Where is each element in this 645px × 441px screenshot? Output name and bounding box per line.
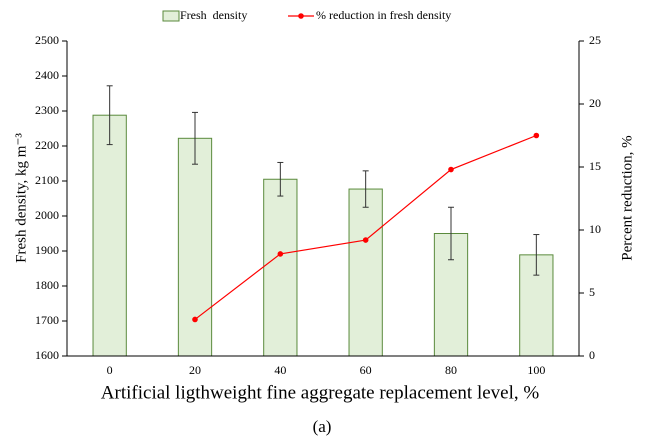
caption: (a) xyxy=(313,417,332,436)
line-marker xyxy=(277,251,284,257)
y-tick-label: 1900 xyxy=(35,243,59,257)
y2-axis-title: Percent reduction, % xyxy=(619,135,635,260)
bar xyxy=(177,137,213,357)
line-marker xyxy=(533,132,540,139)
legend-swatch xyxy=(162,10,180,22)
x-tick-label: 40 xyxy=(274,363,286,377)
x-tick-label: 60 xyxy=(360,363,372,377)
y-tick-label: 2100 xyxy=(35,173,59,187)
x-axis-title: Artificial ligthweight fine aggregate re… xyxy=(101,382,540,403)
y-tick-label: 2400 xyxy=(35,68,59,82)
y-tick-label: 1800 xyxy=(35,278,59,292)
bar xyxy=(263,178,298,357)
y2-tick-label: 10 xyxy=(589,222,601,236)
y2-tick-label: 5 xyxy=(589,285,595,299)
y2-tick-label: 0 xyxy=(589,348,595,362)
y-tick-label: 2200 xyxy=(35,138,59,152)
y2-tick-label: 25 xyxy=(589,33,601,47)
x-tick-label: 0 xyxy=(107,363,113,377)
line-marker xyxy=(192,316,198,323)
y-tick-label: 1700 xyxy=(35,313,59,327)
legend-marker xyxy=(298,13,304,19)
bar xyxy=(92,114,127,357)
legend-label: % reduction in fresh density xyxy=(316,8,451,22)
x-tick-label: 20 xyxy=(189,363,201,377)
x-tick-label: 80 xyxy=(445,363,457,377)
y-tick-label: 2000 xyxy=(35,208,59,222)
bar xyxy=(348,188,383,357)
legend-label: Fresh density xyxy=(180,8,247,22)
y-tick-label: 1600 xyxy=(35,348,59,362)
y-tick-label: 2300 xyxy=(35,103,59,117)
y2-tick-label: 20 xyxy=(589,96,601,110)
y-tick-label: 2500 xyxy=(35,33,59,47)
line-marker xyxy=(362,237,369,243)
y2-tick-label: 15 xyxy=(589,159,601,173)
line-marker xyxy=(448,166,454,173)
y-axis-title: Fresh density, kg m⁻³ xyxy=(13,133,29,263)
x-tick-label: 100 xyxy=(527,363,545,377)
